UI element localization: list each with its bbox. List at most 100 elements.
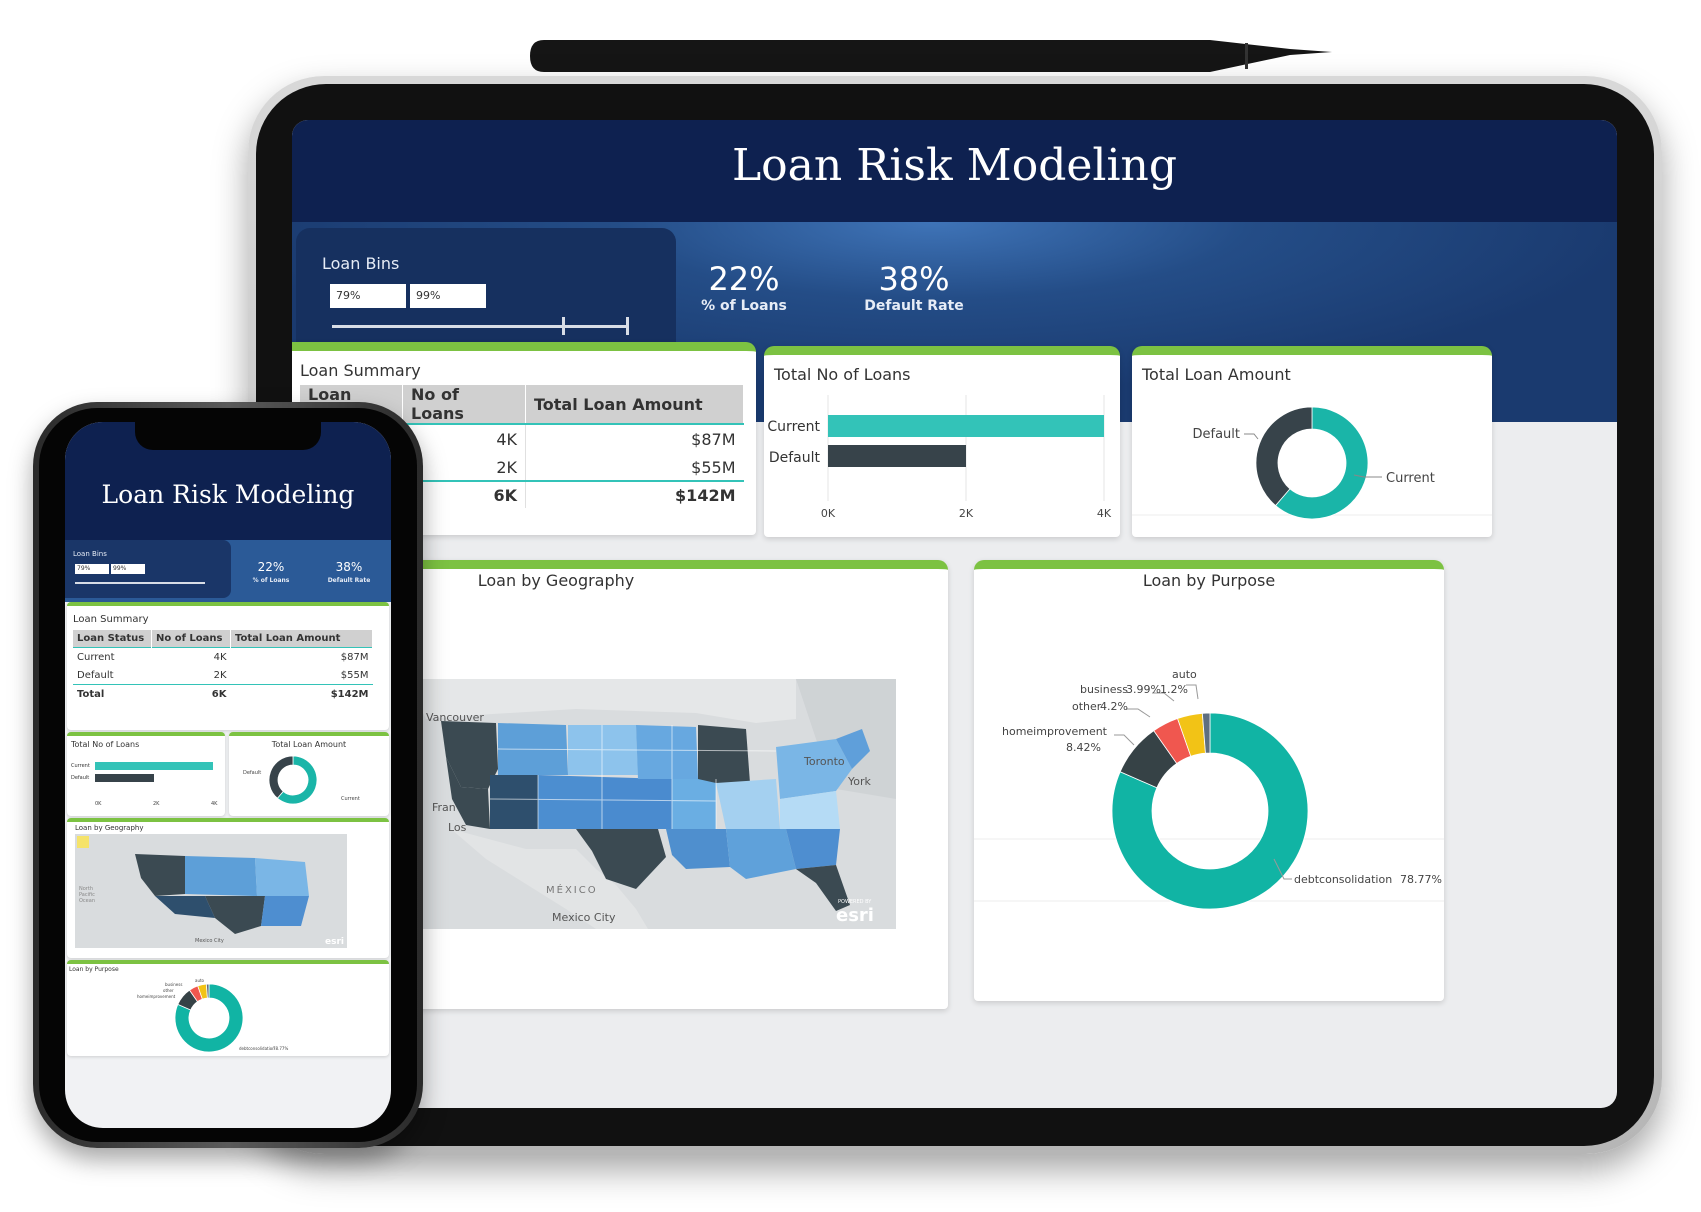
purpose-label-auto-pct: 1.2% <box>1160 683 1188 696</box>
dashboard-title: Loan Risk Modeling <box>731 140 1178 191</box>
phone-purpose-title: Loan by Purpose <box>69 966 119 973</box>
col-header-amount[interactable]: Total Loan Amount <box>525 385 744 424</box>
phone-kpi-default-rate-value: 38% <box>335 560 363 574</box>
phone-loan-summary-title: Loan Summary <box>73 614 149 625</box>
phone-total-no-of-loans-chart: Current Default 0K 2K 4K <box>71 762 218 807</box>
slicer-min-input[interactable]: 79% <box>330 284 406 308</box>
purpose-label-other: other <box>1072 700 1102 713</box>
bar-category-label: Current <box>767 419 820 435</box>
x-tick-label: 0K <box>95 801 102 807</box>
total-loan-amount-title: Total Loan Amount <box>1142 365 1291 384</box>
map-label: North <box>79 886 93 892</box>
total-no-of-loans-chart: Current Default 0K 2K 4K <box>767 395 1112 520</box>
row-status: Current <box>77 651 115 663</box>
slice-debtconsolidation <box>174 983 244 1053</box>
geography-title: Loan by Geography <box>477 571 635 590</box>
esri-powered-by: POWERED BY <box>838 899 872 905</box>
row-amount: $55M <box>340 669 369 681</box>
purpose-title: Loan by Purpose <box>1142 571 1276 590</box>
phone-dashboard: Loan Risk Modeling Loan Bins 79% 99% 22%… <box>65 422 391 1128</box>
phone-total-loan-amount-title: Total Loan Amount <box>271 740 347 749</box>
slicer-handle-min[interactable] <box>562 317 565 335</box>
slicer-track[interactable] <box>332 325 628 328</box>
slice-default <box>1255 406 1313 507</box>
total-no-of-loans-card: Total No of Loans Current Default 0K 2K … <box>764 346 1120 537</box>
total-loan-amount-chart: Default Current <box>1132 406 1492 520</box>
bar-category-label: Default <box>71 775 89 781</box>
row-amount: $142M <box>330 688 369 700</box>
donut-label-current: Current <box>1386 471 1435 486</box>
phone-kpi-pct-loans-value: 22% <box>257 560 285 574</box>
map-label: Los <box>448 821 467 834</box>
phone-kpi-default-rate-label: Default Rate <box>327 577 371 584</box>
phone-geography-map[interactable]: North Pacific Ocean Mexico City esri <box>75 834 347 948</box>
purpose-label-debtconsolidation: debtconsolidation <box>239 1046 275 1051</box>
col-header-amount[interactable]: Total Loan Amount <box>230 630 373 648</box>
slice-current <box>276 755 318 805</box>
tablet-dashboard: Loan Risk Modeling Loan Bins 79% 99% 22%… <box>292 120 1617 1108</box>
phone-loan-summary-card: Loan Summary Loan Status No of Loans Tot… <box>67 602 389 730</box>
x-tick-label: 2K <box>153 801 160 807</box>
phone-slicer-max[interactable]: 99% <box>111 564 145 574</box>
purpose-label-homeimprovement: homeimprovement <box>1002 725 1108 738</box>
purpose-label-other: other <box>163 988 174 993</box>
slice-debtconsolidation <box>1111 712 1309 910</box>
total-no-of-loans-title: Total No of Loans <box>774 365 911 384</box>
phone-loan-by-geography-card: Loan by Geography North Pacific Ocean Me… <box>67 818 389 958</box>
phone-total-loan-amount-card: Total Loan Amount Default Current <box>229 732 389 816</box>
kpi-pct-loans-value: 22% <box>708 260 780 298</box>
esri-logo: esri <box>836 905 874 926</box>
map-label: York <box>847 775 872 788</box>
row-count: 4K <box>402 424 526 454</box>
row-amount: $87M <box>340 651 369 663</box>
bar-current <box>828 415 1104 437</box>
bar-default <box>828 445 966 467</box>
slice-auto <box>205 983 210 999</box>
phone-loan-bins-slicer[interactable]: Loan Bins 79% 99% <box>65 540 231 598</box>
dashboard-header <box>292 120 1617 222</box>
purpose-label-business: business <box>1080 683 1128 696</box>
map-label: Vancouver <box>426 711 484 724</box>
map-label: Ocean <box>79 898 95 904</box>
slicer-handle-max[interactable] <box>626 317 629 335</box>
slicer-label: Loan Bins <box>322 254 400 273</box>
phone-purpose-chart: auto business other homeimprovement debt… <box>137 978 288 1053</box>
row-count: 4K <box>213 651 227 663</box>
map-label: Toronto <box>803 755 845 768</box>
table-row: Current 4K $87M <box>73 648 373 667</box>
phone-slicer-track[interactable] <box>75 582 205 584</box>
slicer-max-input[interactable]: 99% <box>410 284 486 308</box>
bar-category-label: Default <box>769 450 821 466</box>
x-tick-label: 2K <box>959 507 974 520</box>
table-row: Default 2K $55M <box>73 666 373 685</box>
esri-logo: esri <box>325 937 344 947</box>
amount-donut <box>1255 406 1369 520</box>
phone-slicer-min[interactable]: 79% <box>75 564 109 574</box>
kpi-default-rate-label: Default Rate <box>864 298 964 314</box>
kpi-pct-loans-label: % of Loans <box>701 298 787 314</box>
donut-label-default: Default <box>243 770 261 776</box>
purpose-label-business: business <box>165 982 182 987</box>
phone-notch <box>135 420 321 450</box>
col-header-count[interactable]: No of Loans <box>402 385 526 424</box>
slice-auto <box>1201 712 1211 754</box>
row-count: 2K <box>213 669 227 681</box>
phone-loan-summary-table: Loan Status No of Loans Total Loan Amoun… <box>73 630 373 703</box>
donut-label-current: Current <box>341 796 360 802</box>
col-header-count[interactable]: No of Loans <box>151 630 231 648</box>
map-label: Mexico City <box>552 911 616 924</box>
row-amount: $142M <box>525 481 744 508</box>
purpose-label-homeimprovement: homeimprovement <box>137 994 176 999</box>
x-tick-label: 4K <box>1097 507 1112 520</box>
phone-geography-title: Loan by Geography <box>75 824 144 832</box>
kpi-default-rate-value: 38% <box>878 260 950 298</box>
phone-slicer-label: Loan Bins <box>73 550 107 558</box>
table-row-total: Total 6K $142M <box>73 685 373 704</box>
row-status: Default <box>77 669 114 681</box>
row-amount: $55M <box>525 454 744 481</box>
map-label: Pacific <box>79 892 95 898</box>
purpose-label-auto: auto <box>195 978 205 983</box>
bar-category-label: Current <box>71 763 90 769</box>
col-header-status[interactable]: Loan Status <box>73 630 152 648</box>
map-label: MÉXICO <box>546 883 598 896</box>
